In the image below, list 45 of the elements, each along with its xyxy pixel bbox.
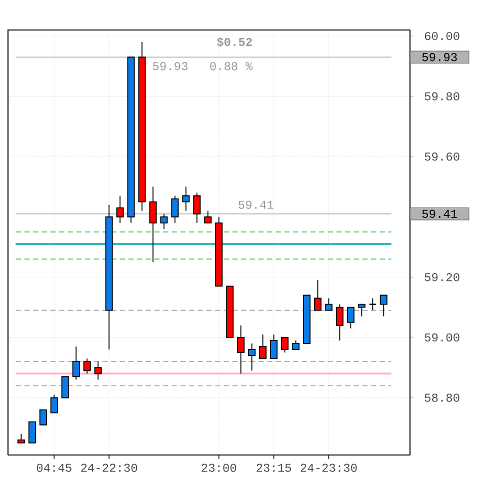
y-tick-label: 58.80 — [424, 394, 460, 402]
y-tick-label: 59.20 — [424, 273, 460, 282]
candlestick — [248, 343, 256, 372]
candlestick — [72, 346, 80, 380]
candlestick — [281, 336, 289, 353]
x-tick-label: 04:45 — [36, 464, 72, 472]
y-tick-label: 59.80 — [424, 92, 460, 100]
candlestick — [368, 298, 377, 311]
candlestick — [204, 210, 212, 224]
candlestick — [380, 294, 388, 317]
candlestick — [61, 376, 69, 398]
candlestick — [17, 433, 25, 444]
candlestick — [116, 195, 124, 224]
ref-line-label: 59.41 — [422, 210, 458, 218]
candlestick — [292, 340, 300, 350]
candlestick — [346, 306, 354, 329]
candlestick — [314, 280, 322, 311]
annotation: 0.88 % — [210, 62, 253, 70]
candlestick — [39, 409, 47, 426]
candlestick — [50, 394, 58, 414]
candlestick — [336, 304, 344, 341]
candlestick — [358, 304, 366, 317]
annotation: 59.93 — [152, 62, 188, 70]
candlestick — [259, 334, 267, 360]
annotation: 59.41 — [238, 200, 274, 209]
annotation: $0.52 — [217, 37, 252, 47]
candlestick — [94, 361, 102, 380]
candlestick — [160, 213, 168, 230]
candlestick — [237, 324, 245, 374]
x-tick-label: 23:15 — [256, 464, 292, 472]
y-tick-label: 59.60 — [424, 152, 460, 161]
candlestick — [149, 186, 157, 263]
x-tick-label: 24-22:30 — [81, 464, 138, 472]
candlestick — [171, 195, 179, 224]
candlestick — [28, 421, 36, 444]
candlestick — [182, 186, 190, 212]
x-tick-label: 24-23:30 — [300, 464, 357, 472]
candlestick — [270, 334, 278, 360]
y-tick-label: 59.00 — [424, 333, 460, 342]
candlestick — [193, 192, 201, 224]
y-tick-label: 60.00 — [424, 32, 460, 40]
candlestick — [324, 298, 332, 311]
candlestick — [83, 358, 91, 374]
x-tick-label: 23:00 — [202, 464, 236, 472]
ref-line-label: 59.93 — [422, 53, 457, 62]
